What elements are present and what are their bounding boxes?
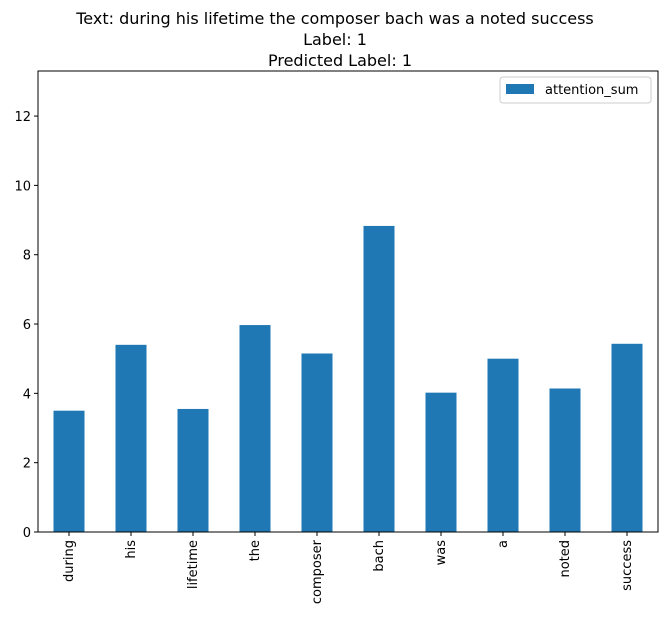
x-tick-label-noted: noted [558, 540, 573, 578]
bar-was [425, 392, 457, 532]
x-tick-label-success: success [620, 540, 635, 591]
chart-title: Text: during his lifetime the composer b… [75, 9, 594, 70]
bar-composer [301, 353, 333, 532]
bar-a [487, 358, 519, 532]
y-tick-label: 8 [23, 249, 31, 264]
y-axis: 0 2 4 6 8 10 12 [14, 110, 38, 541]
legend-box [499, 76, 652, 104]
title-line-2: Label: 1 [303, 30, 367, 49]
title-line-1: Text: during his lifetime the composer b… [75, 9, 594, 28]
y-tick-label: 4 [23, 387, 31, 402]
bar-series [53, 225, 643, 532]
legend-label: attention_sum [545, 83, 638, 98]
legend: attention_sum [499, 76, 652, 104]
title-line-3: Predicted Label: 1 [268, 51, 412, 70]
y-tick-label: 0 [23, 526, 31, 541]
y-tick-label: 10 [14, 179, 31, 194]
x-tick-label-his: his [124, 540, 139, 559]
y-tick-label: 6 [23, 318, 31, 333]
x-tick-label-the: the [248, 540, 263, 561]
plot-area-frame [37, 70, 659, 533]
bar-the [239, 325, 271, 532]
x-tick-label-composer: composer [310, 539, 325, 604]
bar-during [53, 410, 85, 532]
bar-his [115, 344, 147, 532]
bar-bach [363, 225, 395, 532]
bar-lifetime [177, 408, 209, 532]
x-tick-label-lifetime: lifetime [186, 540, 201, 589]
x-tick-label-bach: bach [372, 540, 387, 572]
x-tick-label-was: was [434, 540, 449, 566]
bar-noted [549, 388, 581, 532]
y-tick-label: 12 [14, 110, 31, 125]
x-axis: during his lifetime the composer bach was a note… [62, 532, 635, 604]
legend-swatch [506, 84, 534, 94]
bar-success [611, 343, 643, 532]
y-tick-label: 2 [23, 457, 31, 472]
x-tick-label-a: a [496, 540, 511, 548]
x-tick-label-during: during [62, 540, 77, 582]
